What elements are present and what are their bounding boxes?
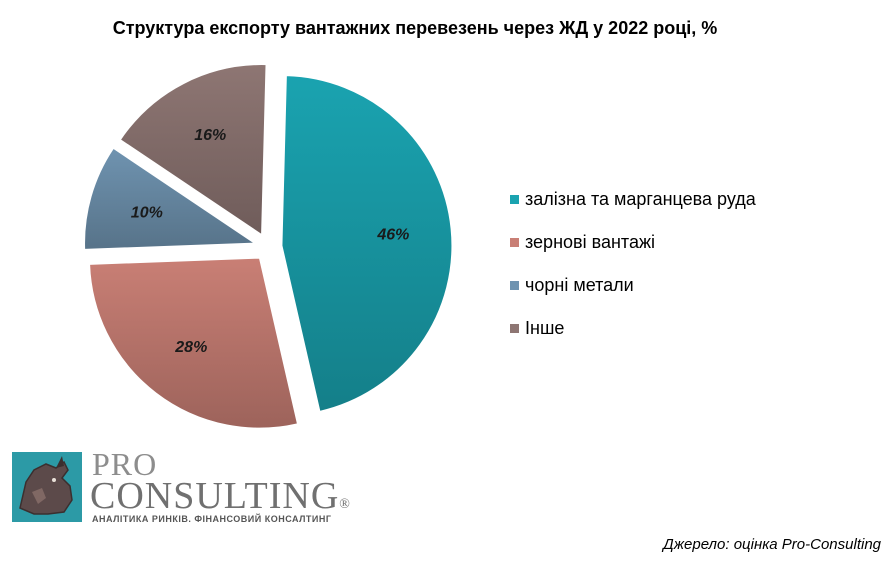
pro-consulting-logo: PRO CONSULTING® АНАЛІТИКА РИНКІВ. ФІНАНС… <box>12 446 350 524</box>
pie-slice <box>84 147 257 250</box>
legend-swatch <box>510 195 519 204</box>
legend-swatch <box>510 238 519 247</box>
legend-item: зернові вантажі <box>510 221 756 264</box>
logo-consulting-text: CONSULTING® <box>90 474 351 518</box>
logo-tagline: АНАЛІТИКА РИНКІВ. ФІНАНСОВИЙ КОНСАЛТИНГ <box>92 514 332 524</box>
slice-data-label: 10% <box>131 204 163 221</box>
legend-label: Інше <box>525 318 565 338</box>
legend-label: чорні метали <box>525 275 634 295</box>
slice-data-label: 28% <box>174 339 207 356</box>
logo-pro-text: PRO <box>92 446 158 482</box>
pie-slice <box>281 75 453 412</box>
legend-label: залізна та марганцева руда <box>525 189 756 209</box>
chart-title: Структура експорту вантажних перевезень … <box>112 18 718 38</box>
pie-slice <box>119 64 267 236</box>
legend-item: Інше <box>510 307 756 350</box>
legend-item: чорні метали <box>510 264 756 307</box>
registered-mark: ® <box>339 497 351 512</box>
slice-data-label: 16% <box>194 127 226 144</box>
legend-label: зернові вантажі <box>525 232 655 252</box>
legend-swatch <box>510 281 519 290</box>
logo-consulting-word: CONSULTING <box>90 475 340 517</box>
rhino-logo-icon <box>12 452 82 522</box>
source-note: Джерело: оцінка Pro-Consulting <box>663 536 881 553</box>
legend-swatch <box>510 324 519 333</box>
legend-item: залізна та марганцева руда <box>510 178 756 221</box>
pie-slice <box>89 257 299 429</box>
slice-data-label: 46% <box>376 226 409 243</box>
legend: залізна та марганцева руда зернові ванта… <box>510 178 756 350</box>
